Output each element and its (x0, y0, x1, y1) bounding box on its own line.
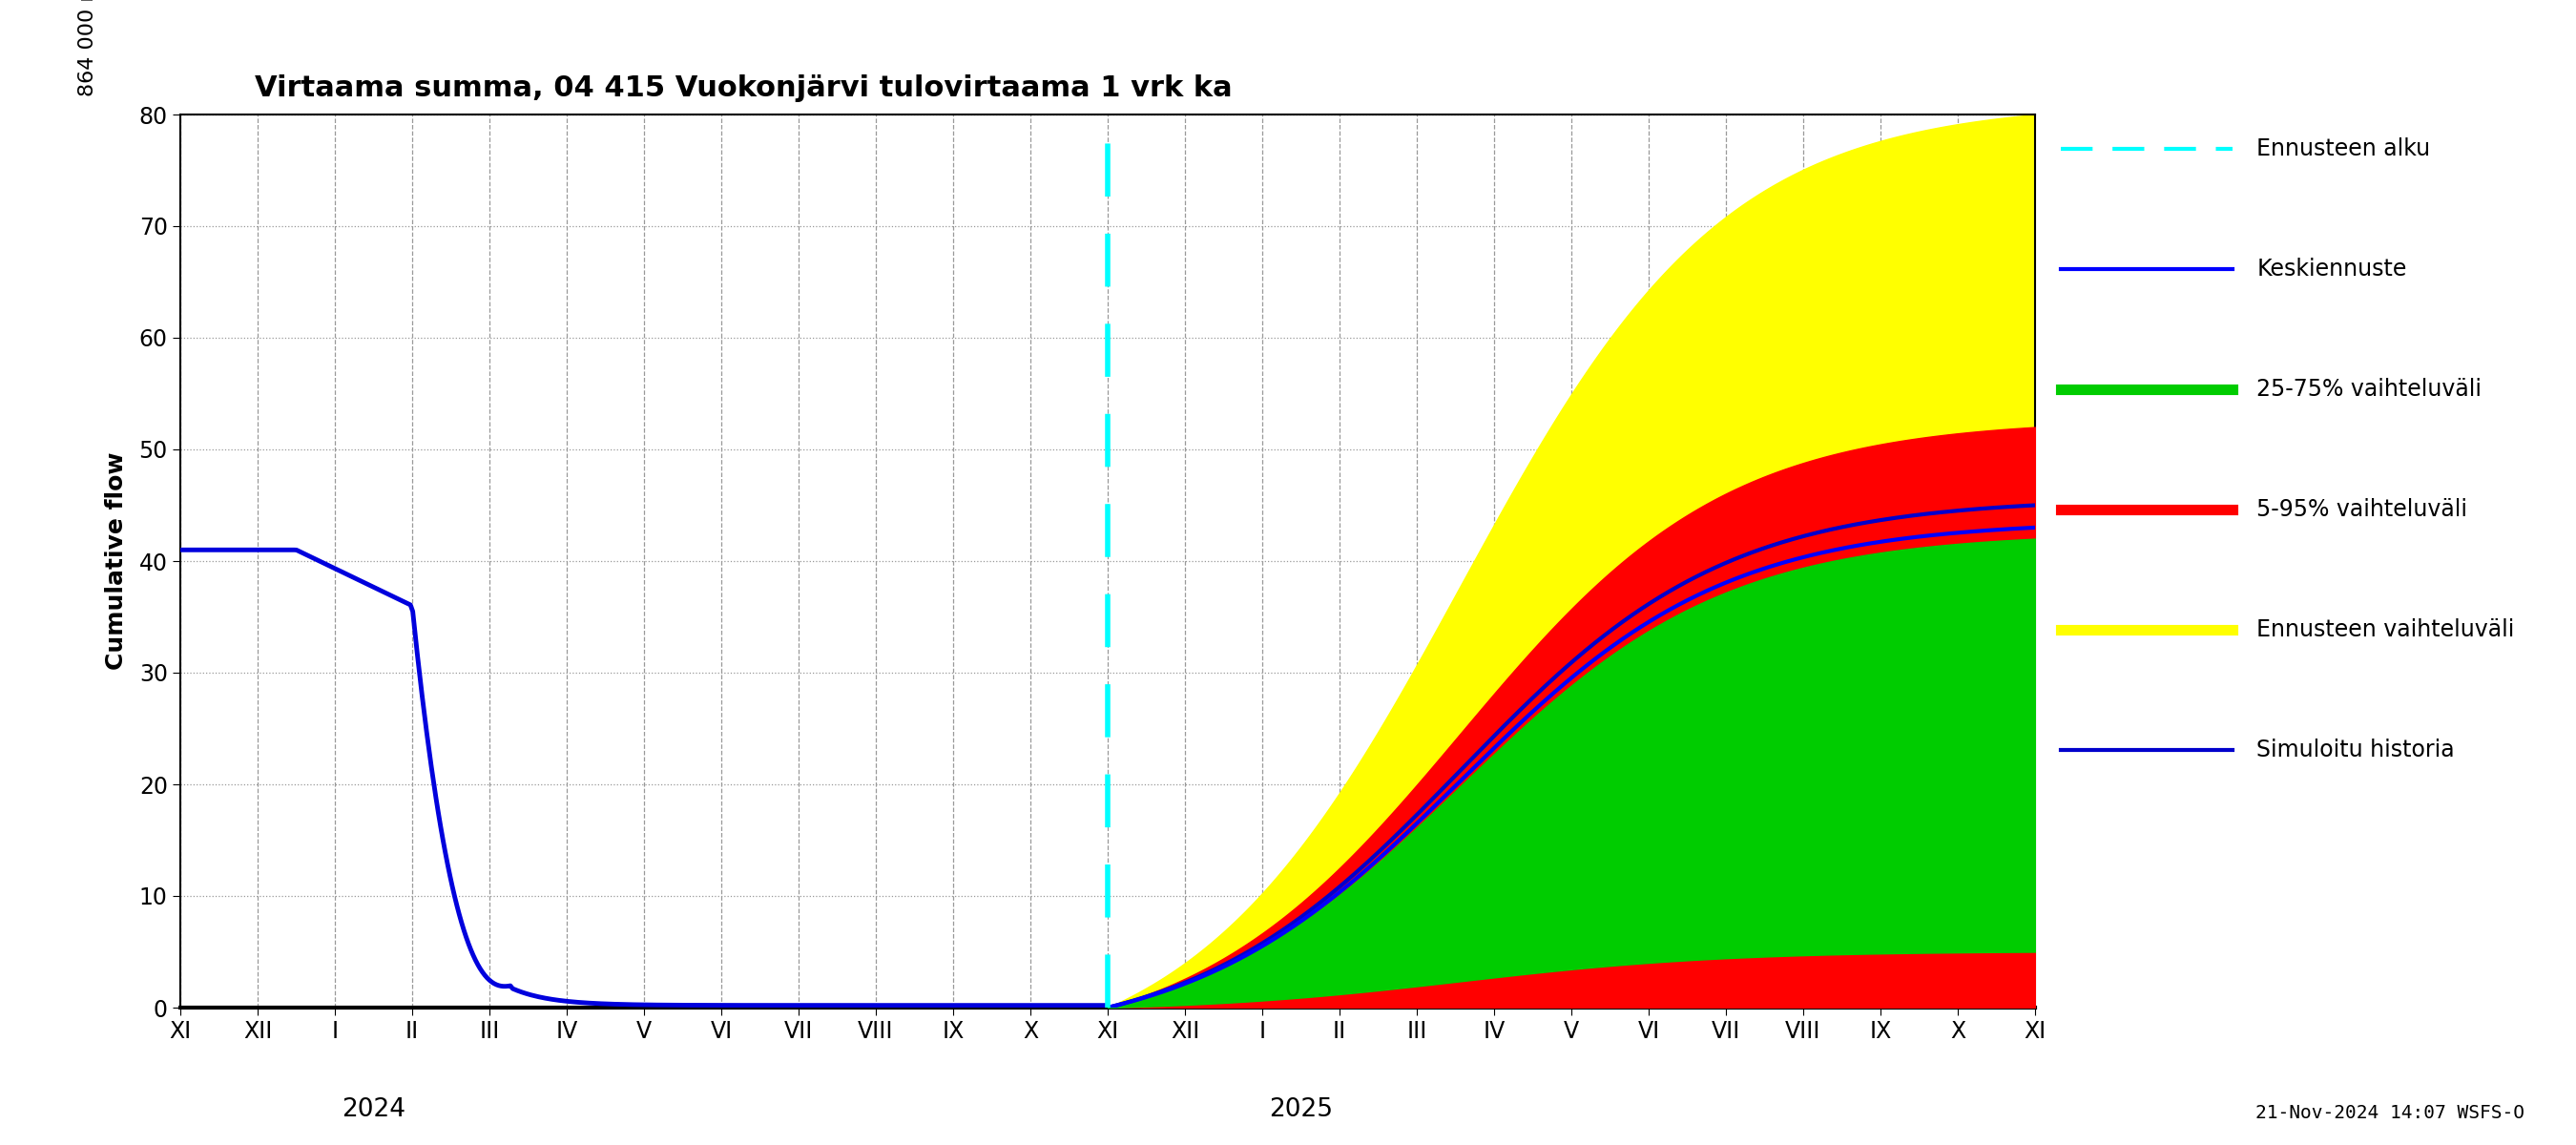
Text: 25-75% vaihteluväli: 25-75% vaihteluväli (2257, 378, 2481, 401)
Text: 2025: 2025 (1270, 1097, 1332, 1122)
Text: 864 000 m3 / 10 vrky: 864 000 m3 / 10 vrky (77, 0, 98, 96)
Text: 5-95% vaihteluväli: 5-95% vaihteluväli (2257, 498, 2468, 521)
Text: Simuloitu historia: Simuloitu historia (2257, 739, 2455, 761)
Text: Ennusteen alku: Ennusteen alku (2257, 137, 2429, 160)
Text: Keskiennuste: Keskiennuste (2257, 258, 2406, 281)
Y-axis label: Cumulative flow: Cumulative flow (106, 452, 129, 670)
Text: Virtaama summa, 04 415 Vuokonjärvi tulovirtaama 1 vrk ka: Virtaama summa, 04 415 Vuokonjärvi tulov… (255, 74, 1231, 102)
Text: 21-Nov-2024 14:07 WSFS-O: 21-Nov-2024 14:07 WSFS-O (2257, 1104, 2524, 1122)
Text: 2024: 2024 (343, 1097, 404, 1122)
Text: Ennusteen vaihteluväli: Ennusteen vaihteluväli (2257, 618, 2514, 641)
